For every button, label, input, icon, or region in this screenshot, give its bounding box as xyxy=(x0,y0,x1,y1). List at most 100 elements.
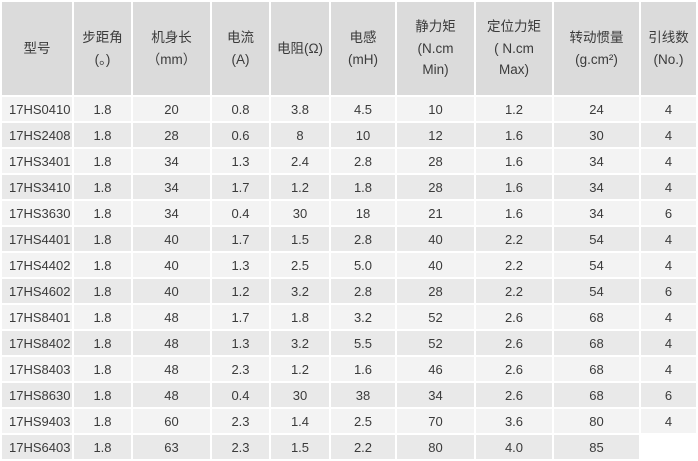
value-cell-current: 2.3 xyxy=(212,357,269,381)
column-header-holding-torque: 静力矩 (N.cm Min) xyxy=(397,2,474,95)
value-cell-detent-torque: 3.6 xyxy=(476,409,552,433)
value-cell-body-length: 34 xyxy=(133,175,210,199)
table-row: 17HS2408 1.8 28 0.6 8 10 12 1.6 30 4 xyxy=(2,123,696,147)
value-cell-step-angle: 1.8 xyxy=(74,435,131,459)
header-line: (g.cm²) xyxy=(575,51,618,67)
value-cell-resistance: 30 xyxy=(271,383,329,407)
header-line: 引线数 xyxy=(648,29,689,45)
value-cell-body-length: 34 xyxy=(133,149,210,173)
value-cell-rotor-inertia: 30 xyxy=(554,123,639,147)
column-header-resistance: 电阻(Ω) xyxy=(271,2,329,95)
value-cell-holding-torque: 28 xyxy=(397,149,474,173)
value-cell-detent-torque: 2.2 xyxy=(476,253,552,277)
value-cell-body-length: 48 xyxy=(133,357,210,381)
value-cell-holding-torque: 52 xyxy=(397,331,474,355)
value-cell-inductance: 10 xyxy=(331,123,395,147)
value-cell-lead-wires: 4 xyxy=(641,331,696,355)
value-cell-current: 1.3 xyxy=(212,331,269,355)
value-cell-holding-torque: 10 xyxy=(397,97,474,121)
value-cell-step-angle: 1.8 xyxy=(74,201,131,225)
header-line: ( N.cm xyxy=(494,40,534,56)
value-cell-step-angle: 1.8 xyxy=(74,123,131,147)
value-cell-step-angle: 1.8 xyxy=(74,305,131,329)
value-cell-holding-torque: 80 xyxy=(397,435,474,459)
model-cell: 17HS2408 xyxy=(2,123,72,147)
header-line: 定位力矩 xyxy=(487,18,541,34)
value-cell-body-length: 63 xyxy=(133,435,210,459)
table-body: 17HS0410 1.8 20 0.8 3.8 4.5 10 1.2 24 4 17HS2408 1.… xyxy=(2,97,696,459)
value-cell-detent-torque: 1.6 xyxy=(476,175,552,199)
value-cell-holding-torque: 46 xyxy=(397,357,474,381)
value-cell-detent-torque: 4.0 xyxy=(476,435,552,459)
table-row: 17HS3630 1.8 34 0.4 30 18 21 1.6 34 6 xyxy=(2,201,696,225)
value-cell-lead-wires: 6 xyxy=(641,383,696,407)
model-cell: 17HS8403 xyxy=(2,357,72,381)
model-cell: 17HS8401 xyxy=(2,305,72,329)
value-cell-lead-wires: 4 xyxy=(641,253,696,277)
value-cell-detent-torque: 1.6 xyxy=(476,201,552,225)
value-cell-body-length: 20 xyxy=(133,97,210,121)
value-cell-body-length: 40 xyxy=(133,227,210,251)
value-cell-inductance: 5.5 xyxy=(331,331,395,355)
table-row: 17HS0410 1.8 20 0.8 3.8 4.5 10 1.2 24 4 xyxy=(2,97,696,121)
column-header-lead-wires: 引线数 (No.) xyxy=(641,2,696,95)
header-line: 电阻(Ω) xyxy=(276,40,324,56)
value-cell-inductance: 3.2 xyxy=(331,305,395,329)
model-cell: 17HS4401 xyxy=(2,227,72,251)
value-cell-rotor-inertia: 34 xyxy=(554,201,639,225)
value-cell-inductance: 2.5 xyxy=(331,409,395,433)
table-row: 17HS6403 1.8 63 2.3 1.5 2.2 80 4.0 85 xyxy=(2,435,696,459)
value-cell-lead-wires: 4 xyxy=(641,357,696,381)
value-cell-detent-torque: 1.2 xyxy=(476,97,552,121)
value-cell-body-length: 40 xyxy=(133,253,210,277)
value-cell-step-angle: 1.8 xyxy=(74,175,131,199)
value-cell-resistance: 3.8 xyxy=(271,97,329,121)
value-cell-current: 1.7 xyxy=(212,175,269,199)
value-cell-resistance: 1.5 xyxy=(271,435,329,459)
value-cell-inductance: 1.8 xyxy=(331,175,395,199)
value-cell-rotor-inertia: 54 xyxy=(554,279,639,303)
table-row: 17HS8401 1.8 48 1.7 1.8 3.2 52 2.6 68 4 xyxy=(2,305,696,329)
value-cell-step-angle: 1.8 xyxy=(74,409,131,433)
value-cell-rotor-inertia: 68 xyxy=(554,357,639,381)
value-cell-detent-torque: 1.6 xyxy=(476,123,552,147)
value-cell-current: 1.7 xyxy=(212,305,269,329)
value-cell-current: 0.4 xyxy=(212,383,269,407)
column-header-body-length: 机身长 （mm） xyxy=(133,2,210,95)
value-cell-rotor-inertia: 54 xyxy=(554,253,639,277)
value-cell-detent-torque: 2.6 xyxy=(476,305,552,329)
value-cell-detent-torque: 2.2 xyxy=(476,279,552,303)
header-line: 电流 xyxy=(227,29,254,45)
table-row: 17HS4402 1.8 40 1.3 2.5 5.0 40 2.2 54 4 xyxy=(2,253,696,277)
model-cell: 17HS8630 xyxy=(2,383,72,407)
value-cell-body-length: 48 xyxy=(133,383,210,407)
header-line: 静力矩 xyxy=(415,18,456,34)
value-cell-resistance: 1.5 xyxy=(271,227,329,251)
column-header-detent-torque: 定位力矩 ( N.cm Max) xyxy=(476,2,552,95)
header-line: Max) xyxy=(499,62,529,78)
value-cell-current: 1.7 xyxy=(212,227,269,251)
value-cell-resistance: 2.4 xyxy=(271,149,329,173)
value-cell-resistance: 1.4 xyxy=(271,409,329,433)
value-cell-rotor-inertia: 24 xyxy=(554,97,639,121)
value-cell-resistance: 8 xyxy=(271,123,329,147)
value-cell-holding-torque: 28 xyxy=(397,279,474,303)
table-row: 17HS3410 1.8 34 1.7 1.2 1.8 28 1.6 34 4 xyxy=(2,175,696,199)
value-cell-body-length: 60 xyxy=(133,409,210,433)
header-line: (mH) xyxy=(348,51,378,67)
value-cell-resistance: 30 xyxy=(271,201,329,225)
value-cell-rotor-inertia: 34 xyxy=(554,149,639,173)
value-cell-current: 0.4 xyxy=(212,201,269,225)
value-cell-step-angle: 1.8 xyxy=(74,279,131,303)
value-cell-inductance: 5.0 xyxy=(331,253,395,277)
value-cell-holding-torque: 70 xyxy=(397,409,474,433)
header-line: （mm） xyxy=(146,51,197,67)
value-cell-detent-torque: 1.6 xyxy=(476,149,552,173)
value-cell-current: 0.6 xyxy=(212,123,269,147)
value-cell-step-angle: 1.8 xyxy=(74,383,131,407)
value-cell-resistance: 1.8 xyxy=(271,305,329,329)
column-header-step-angle: 步距角 (。) xyxy=(74,2,131,95)
value-cell-current: 1.3 xyxy=(212,149,269,173)
value-cell-lead-wires: 4 xyxy=(641,175,696,199)
